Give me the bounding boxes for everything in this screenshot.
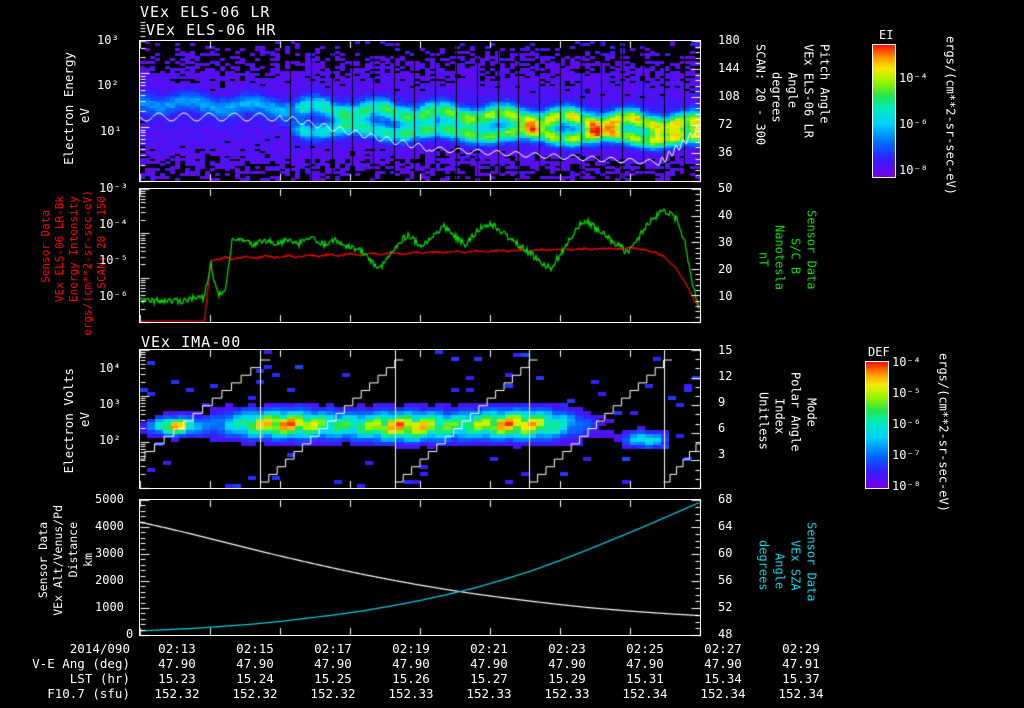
axis-ticks-layer: [0, 0, 1024, 708]
figure-canvas: VEx ELS-06 LR VEx ELS-06 HR Electron Ene…: [0, 0, 1024, 708]
